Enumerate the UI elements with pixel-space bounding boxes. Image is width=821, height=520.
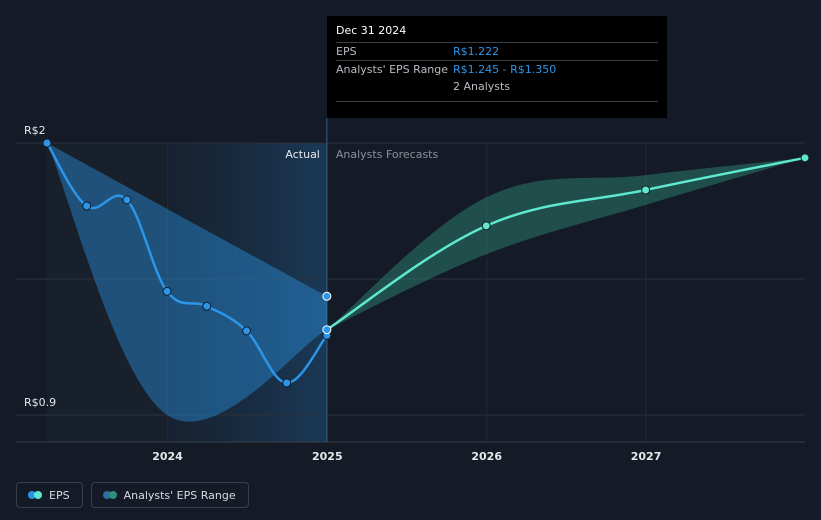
eps-legend-icon — [28, 491, 42, 499]
forecast-point-3 — [800, 153, 810, 163]
actual-eps-range-band — [47, 143, 327, 422]
legend-label-range: Analysts' EPS Range — [123, 488, 236, 502]
eps-point-0 — [42, 138, 52, 148]
tooltip-eps-label: EPS — [336, 45, 357, 58]
x-tick-label-2025: 2025 — [312, 450, 343, 463]
tooltip-eps-value: R$1.222 — [453, 45, 500, 58]
tooltip-analyst-count: 2 Analysts — [453, 80, 511, 93]
chart-legend: EPS Analysts' EPS Range — [16, 482, 249, 508]
tooltip-date: Dec 31 2024 — [336, 24, 407, 37]
eps-point-1 — [82, 201, 92, 211]
eps-forecast-line — [325, 156, 807, 331]
x-tick-label-2027: 2027 — [631, 450, 662, 463]
range-marker-0 — [322, 291, 332, 301]
actual-region-label: Actual — [285, 148, 319, 161]
legend-item-range[interactable]: Analysts' EPS Range — [90, 482, 249, 508]
x-tick-label-2024: 2024 — [152, 450, 183, 463]
tooltip-range-label: Analysts' EPS Range — [336, 63, 449, 76]
legend-item-eps[interactable]: EPS — [16, 482, 83, 508]
eps-point-4 — [202, 301, 212, 311]
forecast-point-2 — [641, 185, 651, 195]
y-tick-label-0: R$2 — [24, 124, 46, 137]
y-tick-label-1: R$0.9 — [24, 396, 56, 409]
legend-label-eps: EPS — [49, 488, 70, 502]
forecast-region-label: Analysts Forecasts — [336, 148, 439, 161]
eps-point-6 — [282, 378, 292, 388]
eps-point-2 — [122, 195, 132, 205]
eps-point-5 — [242, 326, 252, 336]
forecast-eps-range-band — [326, 157, 805, 330]
range-legend-icon — [102, 491, 117, 499]
data-tooltip: Dec 31 2024 EPS R$1.222 Analysts' EPS Ra… — [327, 16, 667, 118]
eps-point-3 — [162, 286, 172, 296]
forecast-point-1 — [481, 221, 491, 231]
actual-region-background — [167, 143, 327, 442]
tooltip-range-value: R$1.245 - R$1.350 — [453, 63, 557, 76]
range-marker-1 — [322, 325, 332, 335]
x-tick-label-2026: 2026 — [471, 450, 502, 463]
actual-region-background-early — [47, 143, 168, 442]
